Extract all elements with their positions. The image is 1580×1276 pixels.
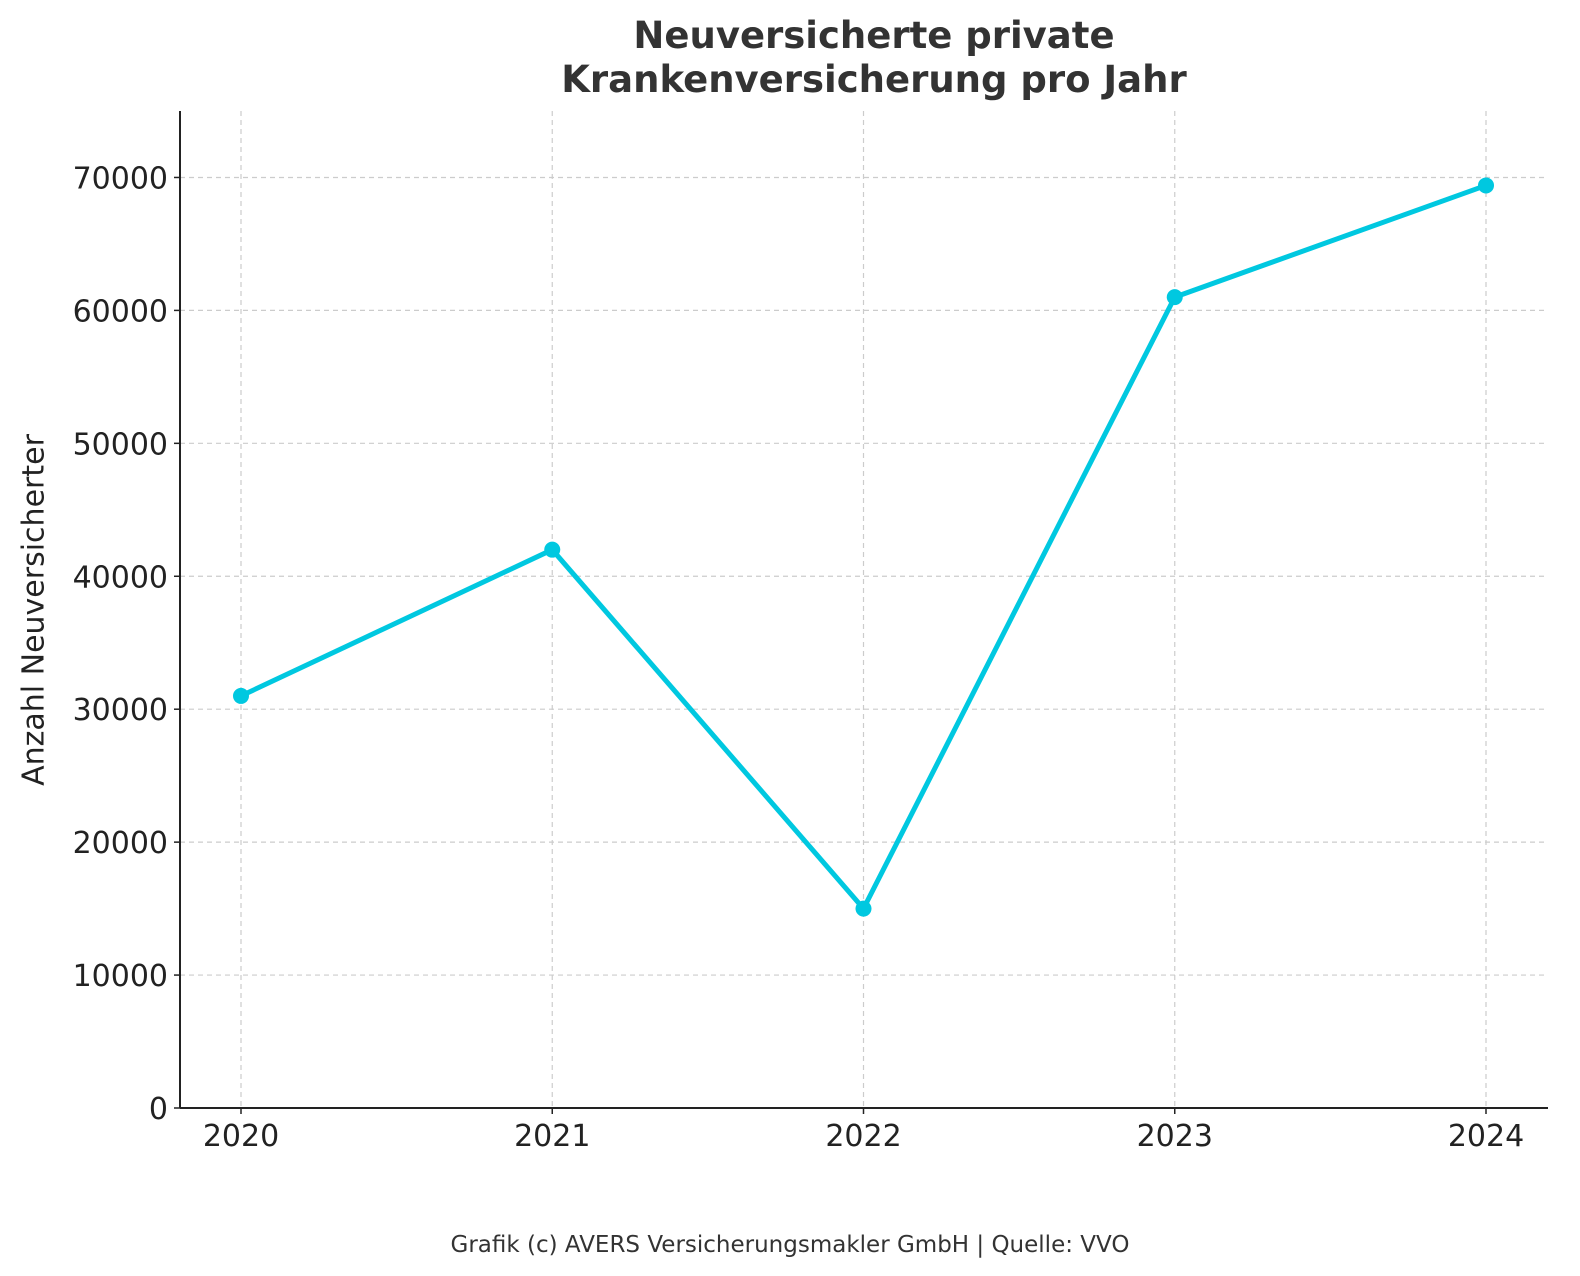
data-point — [544, 541, 561, 558]
chart-title-line-1: Neuversicherte private — [633, 14, 1115, 57]
y-tick-label: 10000 — [73, 959, 168, 994]
x-tick-label: 2023 — [1137, 1119, 1213, 1154]
y-tick-label: 30000 — [73, 693, 168, 728]
chart-footer: Grafik (c) AVERS Versicherungsmakler Gmb… — [450, 1232, 1130, 1258]
y-tick-label: 50000 — [73, 427, 168, 462]
tick-labels: 2020 2021 2022 2023 2024 0 10000 20000 30000 4000… — [73, 161, 1525, 1154]
y-tick-label: 60000 — [73, 294, 168, 329]
y-tick-label: 20000 — [73, 826, 168, 861]
data-point — [233, 687, 249, 704]
series — [233, 177, 1494, 917]
data-point — [855, 900, 872, 917]
grid — [180, 111, 1548, 1108]
y-axis-label: Anzahl Neuversicherter — [16, 434, 52, 786]
x-tick-label: 2024 — [1448, 1119, 1524, 1154]
axes — [174, 111, 1548, 1114]
x-tick-label: 2020 — [203, 1119, 279, 1154]
data-point — [1478, 177, 1494, 194]
y-tick-label: 40000 — [73, 560, 168, 595]
y-tick-label: 70000 — [73, 161, 168, 196]
x-tick-label: 2022 — [825, 1119, 901, 1154]
data-point — [1166, 289, 1183, 306]
chart-title-line-2: Krankenversicherung pro Jahr — [561, 58, 1187, 101]
x-tick-label: 2021 — [514, 1119, 590, 1154]
y-tick-label: 0 — [149, 1092, 168, 1127]
